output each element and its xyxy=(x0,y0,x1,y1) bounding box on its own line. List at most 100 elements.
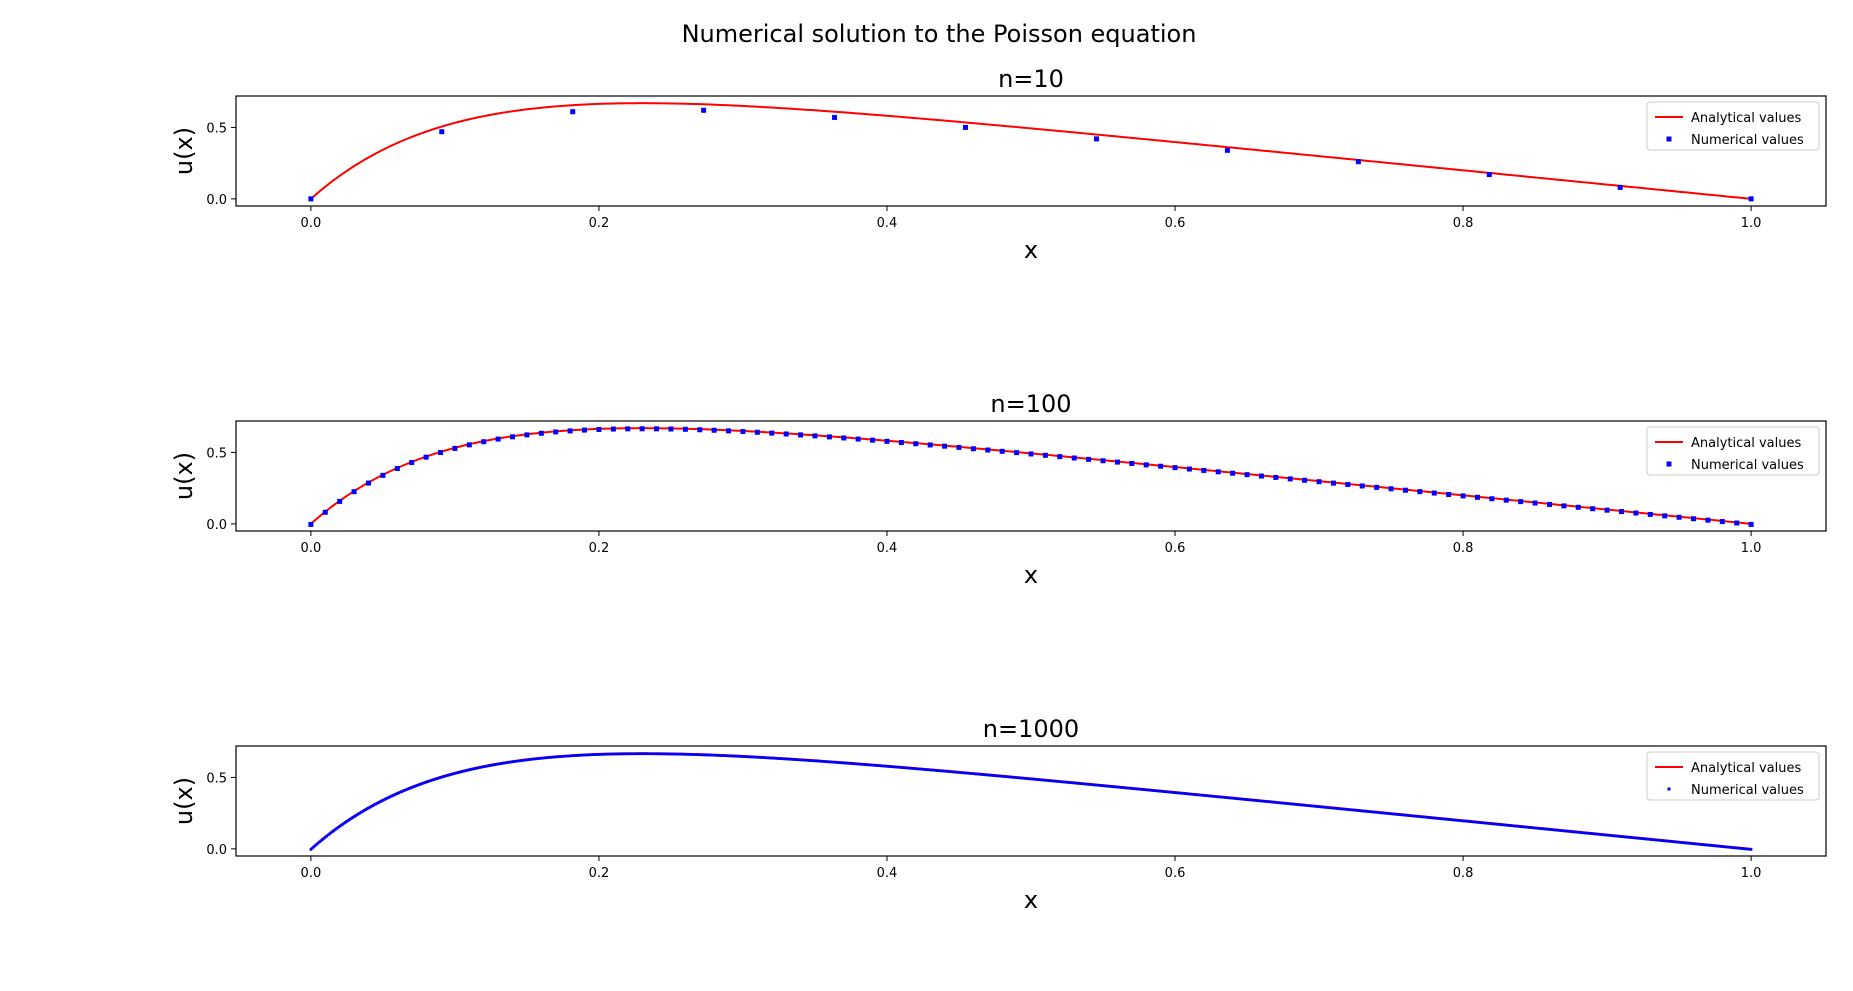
numerical-point xyxy=(1634,836,1638,840)
x-tick-label: 0.8 xyxy=(1453,216,1474,231)
numerical-point xyxy=(655,752,658,756)
numerical-point xyxy=(894,765,897,769)
numerical-point xyxy=(1598,833,1602,836)
numerical-point xyxy=(1409,814,1413,818)
numerical-point xyxy=(871,763,874,767)
x-tick-label: 0.2 xyxy=(589,866,610,881)
numerical-point xyxy=(1376,811,1380,814)
numerical-point xyxy=(796,758,799,762)
numerical-point xyxy=(656,752,660,756)
numerical-point xyxy=(1551,828,1554,832)
numerical-point xyxy=(576,754,579,757)
numerical-point xyxy=(1031,777,1034,781)
numerical-point xyxy=(1420,815,1423,819)
numerical-point xyxy=(985,447,991,453)
numerical-point xyxy=(833,761,837,764)
numerical-point xyxy=(1250,798,1253,802)
numerical-point xyxy=(438,450,444,456)
numerical-point xyxy=(567,754,570,758)
legend-swatch-marker xyxy=(1666,136,1672,142)
numerical-point xyxy=(1018,776,1021,780)
numerical-point xyxy=(1614,834,1618,838)
numerical-point xyxy=(1723,845,1727,849)
numerical-point xyxy=(1430,816,1433,820)
numerical-point xyxy=(923,768,926,771)
numerical-point xyxy=(397,791,401,795)
numerical-point xyxy=(1071,455,1077,461)
numerical-point xyxy=(452,445,458,451)
numerical-point xyxy=(913,767,916,770)
numerical-point xyxy=(1535,826,1538,830)
numerical-point xyxy=(1464,819,1468,823)
numerical-point xyxy=(325,834,329,838)
numerical-point xyxy=(1064,780,1067,784)
numerical-point xyxy=(1509,824,1512,827)
numerical-point xyxy=(1343,807,1347,811)
numerical-point xyxy=(1061,780,1064,784)
numerical-point xyxy=(985,773,988,777)
numerical-point xyxy=(1612,834,1616,838)
numerical-point xyxy=(1201,793,1204,797)
numerical-point xyxy=(492,763,496,767)
x-tick-label: 0.4 xyxy=(877,216,898,231)
numerical-point xyxy=(852,762,856,766)
numerical-point xyxy=(1093,783,1096,787)
numerical-point xyxy=(472,767,475,771)
numerical-point xyxy=(1435,817,1439,820)
numerical-point xyxy=(481,439,487,445)
numerical-point xyxy=(921,768,925,771)
numerical-point xyxy=(675,752,679,756)
numerical-point xyxy=(1218,795,1221,799)
numerical-point xyxy=(851,762,854,765)
numerical-point xyxy=(950,770,954,774)
numerical-point xyxy=(999,774,1003,778)
numerical-point xyxy=(1317,805,1321,808)
numerical-point xyxy=(527,758,530,761)
numerical-point xyxy=(1431,490,1437,496)
numerical-point xyxy=(567,428,573,434)
plot-area xyxy=(309,752,1753,851)
numerical-point xyxy=(1674,840,1678,844)
numerical-point xyxy=(798,432,804,438)
numerical-point xyxy=(1601,833,1605,837)
numerical-point xyxy=(544,756,547,760)
numerical-point xyxy=(1049,779,1053,783)
numerical-point xyxy=(570,109,576,115)
numerical-point xyxy=(947,770,951,773)
numerical-point xyxy=(427,779,431,783)
numerical-point xyxy=(1117,785,1121,789)
numerical-point xyxy=(1041,778,1044,782)
numerical-point xyxy=(537,757,540,760)
numerical-point xyxy=(862,763,866,766)
numerical-point xyxy=(756,755,759,759)
numerical-point xyxy=(1191,793,1194,796)
numerical-point xyxy=(387,796,390,799)
numerical-point xyxy=(835,761,838,764)
y-axis-label: u(x) xyxy=(170,127,198,175)
numerical-point xyxy=(1748,847,1751,851)
numerical-point xyxy=(684,753,687,756)
numerical-point xyxy=(907,766,910,770)
numerical-point xyxy=(841,435,847,441)
numerical-point xyxy=(482,765,486,769)
numerical-point xyxy=(970,772,974,775)
numerical-point xyxy=(1244,472,1250,478)
numerical-point xyxy=(623,752,627,756)
numerical-point xyxy=(1067,781,1070,784)
numerical-point xyxy=(1569,830,1573,833)
numerical-point xyxy=(1225,796,1229,799)
numerical-point xyxy=(1026,777,1030,780)
numerical-point xyxy=(810,759,814,762)
x-tick-label: 1.0 xyxy=(1741,216,1762,231)
numerical-point xyxy=(699,753,703,757)
numerical-point xyxy=(580,753,583,757)
numerical-point xyxy=(423,454,429,460)
numerical-point xyxy=(708,753,712,757)
numerical-point xyxy=(1543,827,1547,831)
numerical-point xyxy=(1401,813,1404,817)
numerical-point xyxy=(1360,809,1364,813)
numerical-point xyxy=(1186,792,1190,796)
numerical-point xyxy=(951,770,955,774)
numerical-point xyxy=(650,752,654,756)
numerical-point xyxy=(1140,788,1144,791)
